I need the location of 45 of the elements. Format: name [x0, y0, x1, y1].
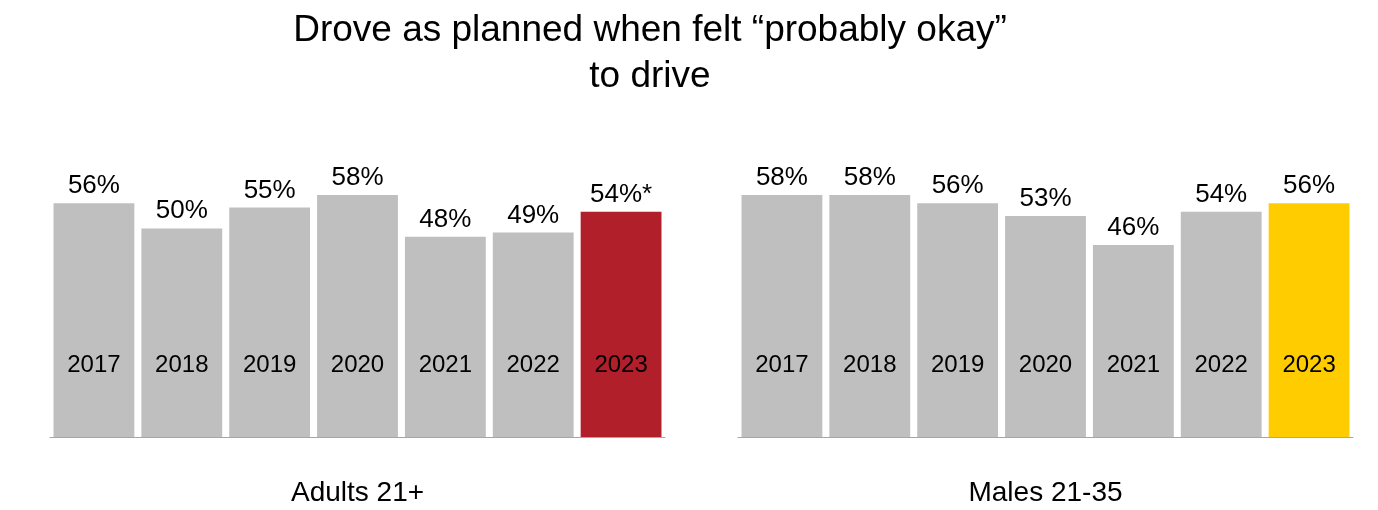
bar [741, 195, 823, 437]
bar [53, 203, 135, 437]
x-tick-label: 2019 [242, 349, 297, 377]
bar [317, 195, 398, 437]
data-label: 54%* [589, 177, 653, 208]
bar [829, 195, 911, 437]
bar [580, 211, 662, 437]
bar [229, 207, 311, 437]
data-label: 56% [1283, 169, 1336, 200]
x-tick-label: 2022 [506, 349, 560, 377]
x-tick-label: 2023 [1282, 349, 1336, 377]
x-tick-label: 2020 [1018, 349, 1073, 377]
x-tick-label: 2018 [843, 349, 897, 377]
bar [1180, 211, 1262, 437]
data-label: 53% [1019, 181, 1072, 212]
data-label: 58% [843, 161, 896, 192]
bar [492, 232, 574, 437]
x-tick-label: 2021 [418, 349, 473, 377]
x-tick-label: 2017 [67, 349, 121, 377]
data-label: 58% [755, 161, 808, 192]
x-tick-label: 2023 [594, 349, 648, 377]
data-label: 50% [155, 194, 208, 225]
data-label: 56% [931, 169, 984, 200]
x-tick-label: 2021 [1106, 349, 1161, 377]
x-tick-label: 2022 [1194, 349, 1248, 377]
bar [1005, 215, 1086, 437]
x-tick-label: 2018 [155, 349, 209, 377]
chart-title: Drove as planned when felt “probably okay” to drive [292, 7, 1008, 97]
x-tick-label: 2019 [930, 349, 985, 377]
bar [141, 228, 223, 437]
x-axis-title: Males 21-35 [968, 475, 1123, 507]
bar [917, 203, 999, 437]
data-label: 55% [243, 173, 296, 204]
x-tick-label: 2020 [330, 349, 385, 377]
data-label: 49% [507, 198, 560, 229]
data-label: 56% [67, 169, 120, 200]
bar [404, 236, 486, 437]
bar [1268, 203, 1350, 437]
data-label: 46% [1107, 211, 1160, 242]
data-label: 58% [331, 161, 384, 192]
x-tick-label: 2017 [755, 349, 809, 377]
x-axis-title: Adults 21+ [290, 475, 425, 507]
data-label: 48% [419, 202, 472, 233]
data-label: 54% [1195, 177, 1248, 208]
bar [1092, 245, 1174, 437]
